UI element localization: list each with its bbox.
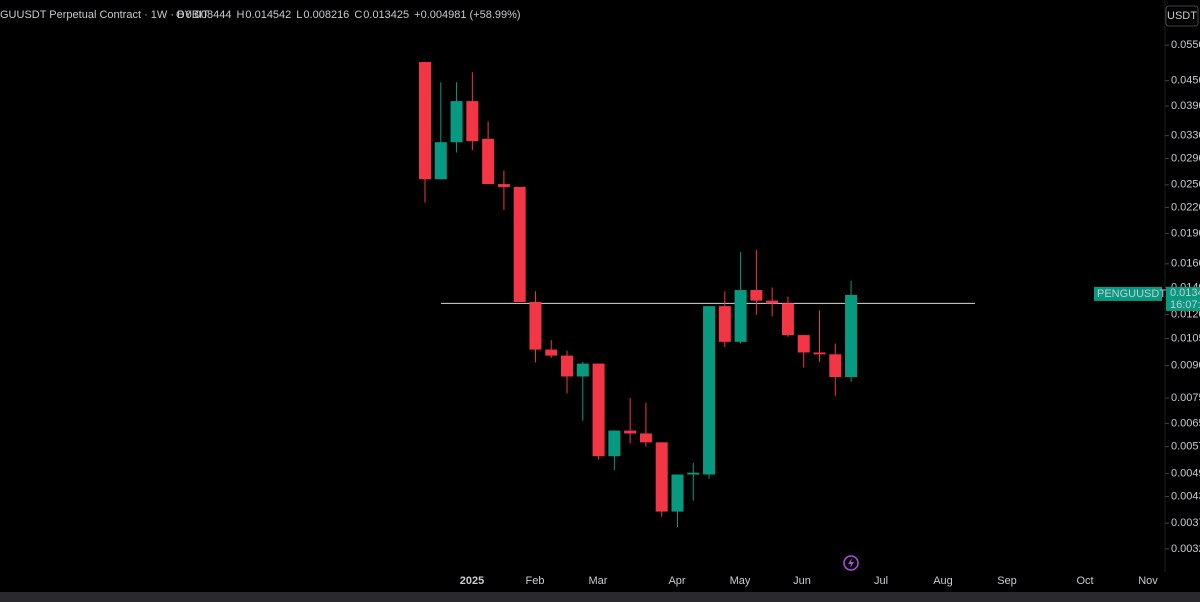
events-icon[interactable] bbox=[843, 555, 859, 571]
candle-body bbox=[545, 349, 558, 356]
ohlc-value: 0.008444 bbox=[186, 9, 232, 21]
x-tick-label: 2025 bbox=[460, 575, 484, 587]
candle-body bbox=[718, 306, 731, 342]
bottom-bar bbox=[0, 592, 1200, 602]
ohlc-letter: O bbox=[176, 9, 185, 21]
candle-body bbox=[513, 186, 526, 302]
y-tick-label: 0.0105 bbox=[1171, 332, 1200, 344]
candle-body bbox=[734, 290, 747, 342]
y-tick-label: 0.0065 bbox=[1171, 417, 1200, 429]
change-label: +0.004981 (+58.99%) bbox=[414, 9, 520, 21]
last-price-label: 0.013425 bbox=[1170, 287, 1200, 299]
candle-body bbox=[576, 363, 589, 377]
y-tick-label: 0.0037 bbox=[1171, 517, 1200, 529]
ohlc-value: 0.008216 bbox=[303, 9, 349, 21]
currency-button-label[interactable]: USDT bbox=[1167, 10, 1197, 22]
x-tick-label: Sep bbox=[997, 575, 1017, 587]
x-tick-label: May bbox=[730, 575, 751, 587]
candle-body bbox=[781, 303, 794, 336]
candle-body bbox=[482, 138, 495, 185]
x-tick-label: Jul bbox=[874, 575, 888, 587]
ohlc-value: 0.013425 bbox=[363, 9, 409, 21]
y-tick-label: 0.0057 bbox=[1171, 441, 1200, 453]
x-tick-label: Feb bbox=[526, 575, 545, 587]
x-tick-label: Mar bbox=[589, 575, 608, 587]
candle-body bbox=[561, 355, 574, 377]
ohlc-letter: C bbox=[354, 9, 362, 21]
candle-body bbox=[655, 442, 668, 512]
candle-body bbox=[671, 474, 684, 512]
countdown: 16:07:0 bbox=[1170, 299, 1200, 311]
candle-body bbox=[797, 335, 810, 353]
symbol-badge: PENGUUSDT.P bbox=[1097, 288, 1175, 300]
candle-body bbox=[813, 352, 826, 355]
candle-body bbox=[766, 300, 779, 304]
x-tick-label: Apr bbox=[668, 575, 685, 587]
x-tick-label: Jun bbox=[793, 575, 811, 587]
candle-body bbox=[497, 184, 510, 187]
candle-body bbox=[624, 430, 637, 434]
candle-body bbox=[829, 354, 842, 378]
events-icon-bolt bbox=[848, 558, 854, 568]
x-tick-label: Aug bbox=[933, 575, 953, 587]
candle-body bbox=[466, 101, 479, 142]
symbol-title: GUUSDT Perpetual Contract · 1W · BYBIT bbox=[0, 9, 209, 21]
x-tick-label: Oct bbox=[1076, 575, 1093, 587]
currency-button[interactable] bbox=[1165, 5, 1199, 27]
candle-body bbox=[450, 101, 463, 143]
candle-body bbox=[750, 290, 763, 301]
symbol-badge-bg bbox=[1094, 286, 1162, 301]
ohlc-value: 0.014542 bbox=[245, 9, 291, 21]
candle-body bbox=[703, 306, 716, 475]
candle-body bbox=[419, 62, 431, 180]
y-tick-label: 0.0049 bbox=[1171, 467, 1200, 479]
candle-body bbox=[687, 472, 700, 475]
candle-body bbox=[608, 430, 621, 457]
ohlc-letter: L bbox=[296, 9, 302, 21]
candle-body bbox=[529, 301, 542, 350]
y-tick-label: 0.0043 bbox=[1171, 490, 1200, 502]
x-tick-label: Nov bbox=[1138, 575, 1158, 587]
candle-body bbox=[845, 294, 858, 378]
candle-body bbox=[639, 433, 652, 443]
ohlc-letter: H bbox=[236, 9, 244, 21]
candle-body bbox=[434, 142, 447, 180]
candle-body bbox=[592, 363, 605, 457]
last-price-bg bbox=[1166, 286, 1200, 311]
y-tick-label: 0.0075 bbox=[1171, 392, 1200, 404]
